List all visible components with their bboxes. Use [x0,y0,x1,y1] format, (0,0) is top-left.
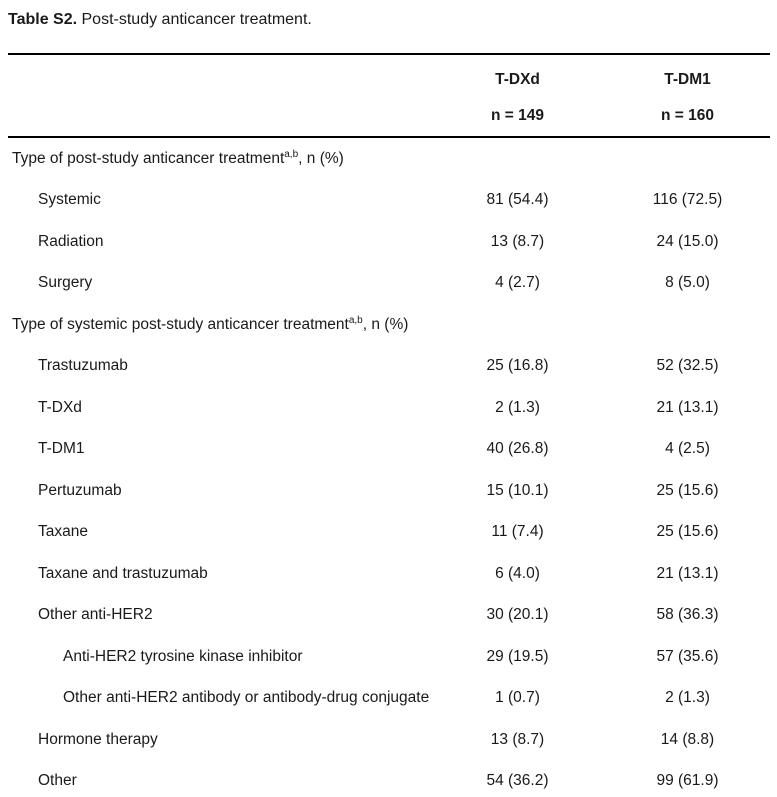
table-title-caption: Post-study anticancer treatment. [77,11,312,28]
footnote-marker: a,b [284,148,299,160]
table-header-row: T-DXd n = 149 T-DM1 n = 160 [8,53,770,138]
column-sample-size: n = 160 [661,107,714,124]
cell-value: 13 (8.7) [490,730,545,748]
cell-value: 21 (13.1) [656,398,719,416]
cell-value: 13 (8.7) [490,232,545,250]
row-label: Type of systemic post-study anticancer t… [12,314,409,333]
cell-value: 1 (0.7) [495,689,540,707]
cell-value: 2 (1.3) [665,689,710,707]
cell-value: 15 (10.1) [486,481,549,499]
table-row: Other anti-HER2 30 (20.1) 58 (36.3) [8,595,770,637]
column-header-tdxd: T-DXd n = 149 [430,71,605,136]
cell-value: 29 (19.5) [486,647,549,665]
row-label: Other anti-HER2 antibody or antibody-dru… [63,689,430,707]
row-label: Type of post-study anticancer treatmenta… [12,148,344,167]
cell-value: 52 (32.5) [656,357,719,375]
table-row: Radiation 13 (8.7) 24 (15.0) [8,221,770,263]
row-label: Taxane and trastuzumab [38,564,208,582]
column-header-tdm1: T-DM1 n = 160 [605,71,770,136]
table-row: Other 54 (36.2) 99 (61.9) [8,761,770,797]
cell-value: 81 (54.4) [486,191,549,209]
row-label: Taxane [38,523,88,541]
cell-value: 58 (36.3) [656,606,719,624]
row-label: Surgery [38,274,93,292]
table-title-label: Table S2. [8,11,78,28]
row-label: Anti-HER2 tyrosine kinase inhibitor [63,647,303,665]
cell-value: 54 (36.2) [486,772,549,790]
cell-value: 2 (1.3) [495,398,540,416]
cell-value: 4 (2.5) [665,440,710,458]
table-title: Table S2. Post-study anticancer treatmen… [0,0,777,53]
table-row: T-DM1 40 (26.8) 4 (2.5) [8,429,770,471]
row-label: Other [38,772,77,790]
cell-value: 25 (15.6) [656,481,719,499]
cell-value: 8 (5.0) [665,274,710,292]
cell-value: 30 (20.1) [486,606,549,624]
table-row: Anti-HER2 tyrosine kinase inhibitor 29 (1… [8,636,770,678]
column-sample-size: n = 149 [491,107,544,124]
section-header-row: Type of systemic post-study anticancer t… [8,304,770,346]
table-row: Trastuzumab 25 (16.8) 52 (32.5) [8,346,770,388]
cell-value: 21 (13.1) [656,564,719,582]
table-row: Hormone therapy 13 (8.7) 14 (8.8) [8,719,770,761]
section-header-row: Type of post-study anticancer treatmenta… [8,138,770,180]
cell-value: 24 (15.0) [656,232,719,250]
row-label: T-DXd [38,398,82,416]
table-row: Surgery 4 (2.7) 8 (5.0) [8,263,770,305]
table-row: Taxane 11 (7.4) 25 (15.6) [8,512,770,554]
row-label: Pertuzumab [38,481,122,499]
cell-value: 25 (16.8) [486,357,549,375]
row-label: Other anti-HER2 [38,606,153,624]
cell-value: 116 (72.5) [652,191,723,209]
row-label: T-DM1 [38,440,85,458]
footnote-marker: a,b [348,314,363,326]
table-body: Type of post-study anticancer treatmenta… [8,138,770,797]
cell-value: 6 (4.0) [495,564,540,582]
table-row: Pertuzumab 15 (10.1) 25 (15.6) [8,470,770,512]
table-row: T-DXd 2 (1.3) 21 (13.1) [8,387,770,429]
row-label: Systemic [38,191,101,209]
cell-value: 40 (26.8) [486,440,549,458]
cell-value: 99 (61.9) [656,772,719,790]
cell-value: 4 (2.7) [495,274,540,292]
row-label: Hormone therapy [38,730,158,748]
cell-value: 25 (15.6) [656,523,719,541]
cell-value: 57 (35.6) [656,647,719,665]
cell-value: 14 (8.8) [660,730,715,748]
table-row: Other anti-HER2 antibody or antibody-dru… [8,678,770,720]
row-label: Trastuzumab [38,357,128,375]
header-label-spacer [8,71,430,136]
data-table: T-DXd n = 149 T-DM1 n = 160 Type of post… [8,53,770,797]
column-name: T-DM1 [664,71,711,88]
table-row: Taxane and trastuzumab 6 (4.0) 21 (13.1) [8,553,770,595]
cell-value: 11 (7.4) [491,523,544,541]
table-row: Systemic 81 (54.4) 116 (72.5) [8,180,770,222]
column-name: T-DXd [495,71,540,88]
row-label: Radiation [38,232,104,250]
